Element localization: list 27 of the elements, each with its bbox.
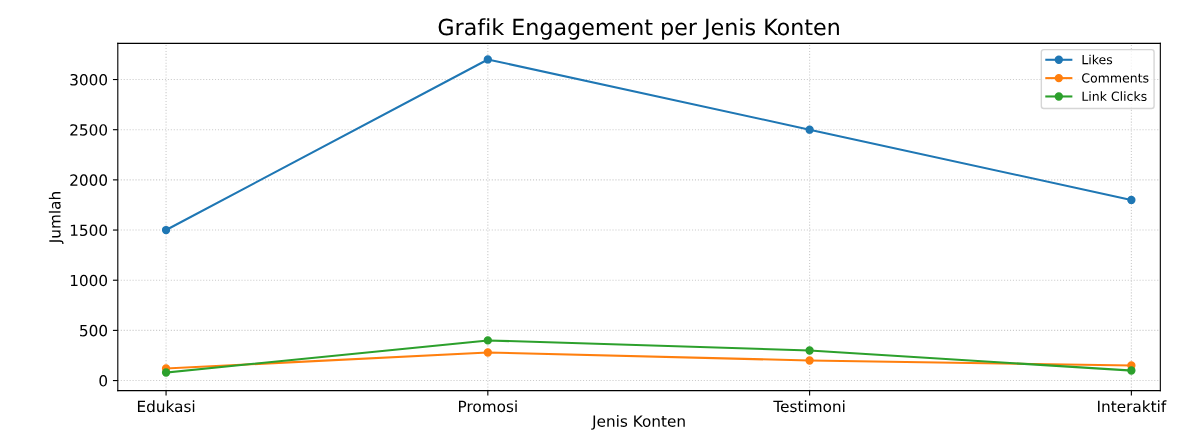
y-tick-label: 1000 (70, 274, 108, 287)
x-tick-label: Edukasi (137, 400, 195, 413)
x-tick-label: Promosi (459, 400, 517, 413)
point (1127, 366, 1136, 375)
legend-label: Likes (1082, 54, 1113, 65)
x-tick-label: Testimoni (773, 400, 845, 413)
y-tick-label: 3000 (70, 73, 108, 86)
chart-title: Grafik Engagement per Jenis Konten (438, 18, 839, 40)
y-tick-label: 2000 (70, 174, 108, 186)
point (805, 346, 814, 355)
point (161, 368, 171, 377)
point (805, 125, 814, 134)
point (1127, 195, 1136, 205)
y-axis-title: Jumlah (48, 192, 64, 244)
point (483, 336, 493, 345)
point (161, 225, 171, 235)
legend-label: Comments (1082, 73, 1149, 83)
y-tick-label: 0 (99, 375, 108, 387)
x-axis-title: Jenis Konten (591, 415, 685, 430)
y-tick-label: 1500 (70, 224, 108, 237)
point (483, 348, 493, 357)
point (805, 356, 814, 365)
y-tick-label: 500 (80, 324, 108, 337)
y-tick-label: 2500 (70, 124, 108, 136)
legend-label: Link Clicks (1082, 91, 1147, 102)
point (483, 55, 493, 64)
x-tick-label: Interaktif (1098, 400, 1167, 413)
